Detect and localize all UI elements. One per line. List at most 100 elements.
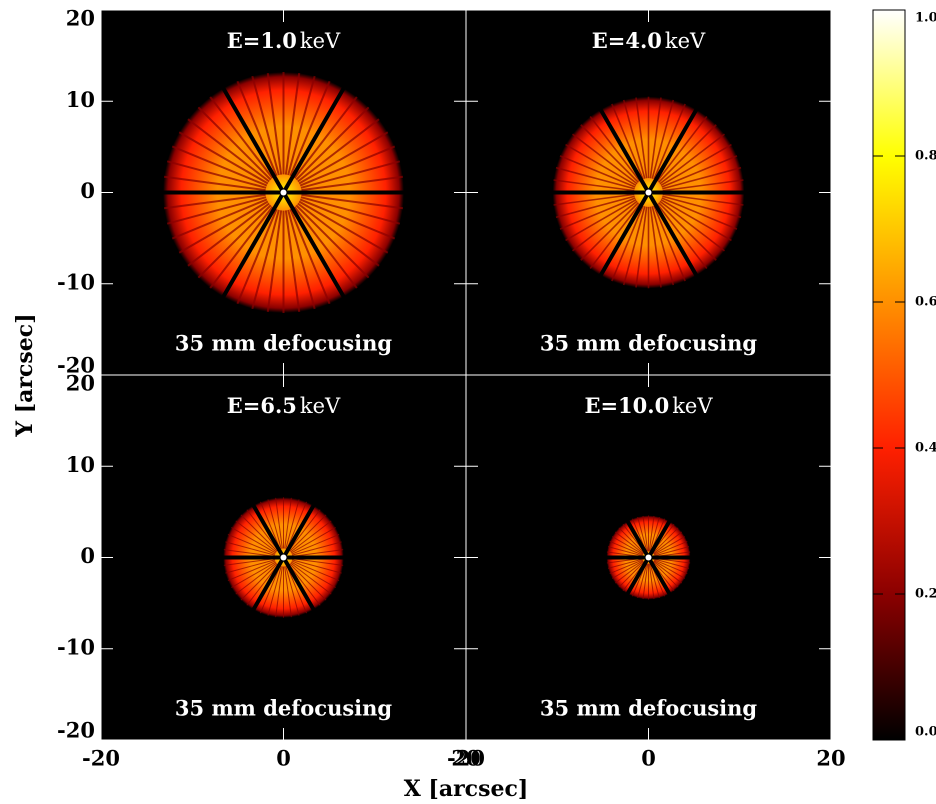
psf-fringe: [660, 143, 732, 187]
psf-fringe: [187, 202, 270, 267]
x-tick-label: 0: [276, 746, 291, 771]
psf-fringe: [635, 97, 648, 179]
psf-fringe: [187, 118, 270, 183]
psf-fringe: [656, 116, 708, 182]
psf-fringe: [607, 558, 643, 569]
psf-fringe: [662, 179, 744, 192]
psf-fringe: [653, 103, 686, 180]
psf-fringe: [652, 561, 679, 588]
psf-fringe: [659, 133, 725, 185]
colorbar-tick-label: 0.6: [915, 295, 936, 310]
psf-fringe: [235, 562, 277, 595]
psf-fringe: [284, 210, 301, 313]
psf-fringe: [622, 206, 646, 286]
psf-fringe: [580, 202, 639, 261]
psf-fringe: [652, 527, 679, 554]
psf-fringe: [293, 206, 358, 289]
y-tick-label: -10: [57, 269, 95, 294]
psf-fringe: [611, 205, 644, 282]
psf-fringe: [611, 103, 644, 180]
psf-fringe: [163, 175, 266, 192]
panel-annotation: 35 mm defocusing: [175, 331, 392, 356]
psf-core: [645, 189, 652, 196]
psf-fringe: [223, 549, 275, 557]
psf-fringe: [231, 561, 276, 589]
psf-fringe: [251, 75, 280, 176]
psf-fringe: [290, 520, 332, 553]
psf-fringe: [635, 206, 648, 288]
panel-title: E=6.5 keV: [227, 393, 341, 418]
colorbar-tick-label: 0.8: [915, 149, 936, 164]
psf-fringe: [275, 566, 283, 618]
psf-fringe: [291, 533, 340, 555]
psf-fringe: [178, 200, 269, 254]
psf-fringe: [301, 175, 404, 192]
psf-fringe: [658, 202, 717, 261]
psf-fringe: [251, 209, 280, 310]
psf-fringe: [235, 520, 277, 553]
psf-fringe: [298, 200, 389, 254]
panel-annotation: 35 mm defocusing: [540, 696, 757, 721]
y-tick-label: 20: [66, 371, 95, 396]
psf-fringe: [653, 205, 686, 282]
psf-fringe: [642, 515, 649, 552]
psf-fringe: [291, 560, 340, 582]
psf-fringe: [285, 499, 300, 549]
psf-fringe: [622, 99, 646, 179]
y-tick-label: 0: [80, 543, 95, 568]
psf-fringe: [654, 546, 690, 557]
psf-fringe: [611, 560, 644, 579]
psf-fringe: [653, 531, 683, 555]
psf-fringe: [236, 80, 278, 177]
panel-title-unit: keV: [300, 394, 341, 418]
psf-fringe: [285, 566, 300, 616]
psf-fringe: [287, 209, 316, 310]
psf-fringe: [651, 206, 675, 286]
psf-fringe: [618, 527, 645, 554]
psf-fringe: [300, 196, 401, 225]
psf-fringe: [292, 558, 344, 566]
psf-fringe: [662, 193, 744, 206]
panel-title-energy: E=6.5: [227, 393, 297, 418]
psf-fringe: [225, 541, 275, 556]
psf-fringe: [656, 203, 708, 269]
psf-fringe: [572, 200, 638, 252]
psf-fringe: [661, 197, 738, 230]
psf-core: [280, 189, 287, 196]
psf-core: [645, 554, 652, 561]
psf-fringe: [654, 559, 688, 575]
psf-core: [280, 554, 287, 561]
psf-fringe: [259, 501, 281, 550]
psf-fringe: [292, 541, 342, 556]
x-tick-label: 0: [641, 746, 656, 771]
psf-fringe: [284, 497, 292, 549]
y-tick-label: 10: [66, 452, 95, 477]
psf-fringe: [266, 72, 283, 175]
psf-fringe: [293, 96, 358, 179]
psf-fringe: [223, 558, 275, 566]
psf-fringe: [259, 565, 281, 614]
panel: E=4.0 keV 35 mm defocusing: [465, 9, 832, 376]
psf-fringe: [565, 198, 637, 242]
psf-fringe: [292, 549, 344, 557]
psf-fringe: [651, 99, 675, 179]
psf-fringe: [654, 540, 688, 556]
psf-fringe: [637, 516, 648, 552]
psf-fringe: [292, 559, 342, 574]
psf-fringe: [284, 72, 301, 175]
psf-fringe: [240, 514, 278, 552]
y-tick-label: -20: [57, 718, 95, 743]
panel-title-unit: keV: [672, 394, 713, 418]
psf-fringe: [163, 193, 266, 210]
psf-fringe: [555, 166, 635, 190]
psf-fringe: [166, 160, 267, 189]
psf-fringe: [565, 143, 637, 187]
psf-fringe: [559, 197, 636, 230]
psf-fringe: [614, 560, 644, 584]
panel-title-energy: E=10.0: [584, 393, 669, 418]
psf-fringe: [288, 564, 321, 606]
panel-title: E=1.0 keV: [227, 28, 341, 53]
x-tick-label: -20: [447, 746, 485, 771]
psf-fringe: [178, 131, 269, 185]
